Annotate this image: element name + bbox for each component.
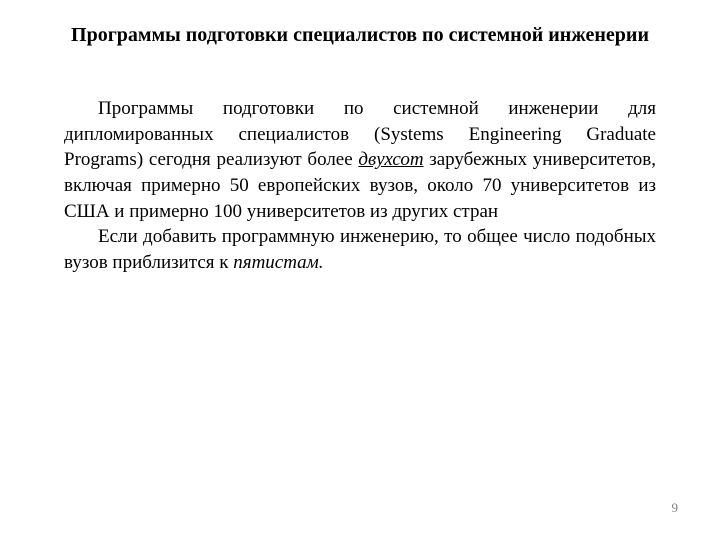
page-number: 9 (672, 500, 679, 516)
body-text: Программы подготовки по системной инжене… (64, 96, 656, 275)
paragraph-2: Если добавить программную инженерию, то … (64, 224, 656, 275)
p1-emphasis: двухсот (358, 149, 423, 170)
slide: Программы подготовки специалистов по сис… (0, 0, 720, 540)
paragraph-1: Программы подготовки по системной инжене… (64, 96, 656, 224)
p2-text-1: Если добавить программную инженерию, то … (64, 226, 656, 273)
slide-title: Программы подготовки специалистов по сис… (64, 22, 656, 48)
p2-emphasis: пятистам. (233, 252, 323, 273)
